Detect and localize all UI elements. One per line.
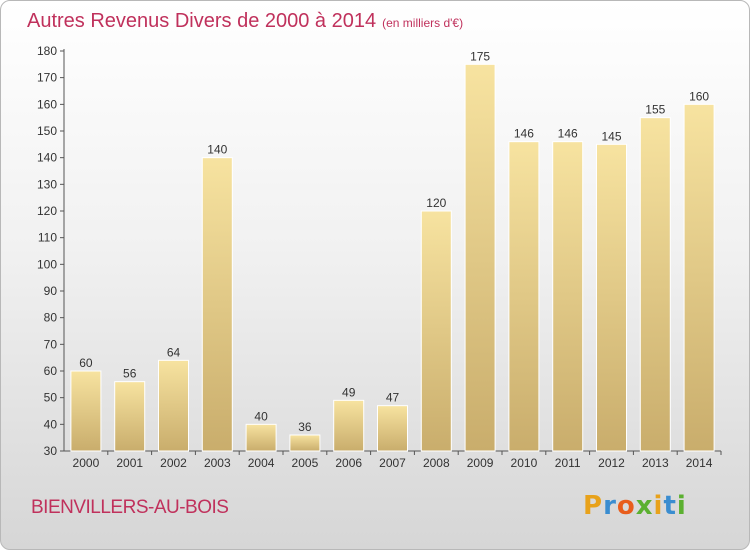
bar <box>201 157 233 452</box>
bar <box>552 141 584 452</box>
chart-title: Autres Revenus Divers de 2000 à 2014 (en … <box>27 10 463 33</box>
chart-bars <box>70 63 715 452</box>
chart-title-text: Autres Revenus Divers de 2000 à 2014 <box>27 10 377 32</box>
bar-value-label: 155 <box>645 103 665 117</box>
chart-data-labels: 60 56 64 140 40 36 49 47 120 175 146 146 145 155 160 <box>79 49 709 434</box>
bar <box>114 381 146 452</box>
x-tick-label: 2005 <box>292 456 319 470</box>
bar-value-label: 146 <box>558 127 578 141</box>
y-tick-label: 70 <box>44 337 58 351</box>
bar-value-label: 47 <box>386 391 400 405</box>
chart-title-unit: (en milliers d'€) <box>382 16 464 30</box>
commune-name: BIENVILLERS-AU-BOIS <box>31 497 229 518</box>
bar-value-label: 40 <box>254 409 268 423</box>
y-tick-label: 40 <box>44 417 58 431</box>
x-tick-label: 2010 <box>511 456 538 470</box>
bar-value-label: 56 <box>123 367 137 381</box>
proxiti-logo: Proxiti <box>583 491 687 521</box>
y-tick-label: 110 <box>38 231 57 245</box>
x-tick-label: 2004 <box>248 456 275 470</box>
bar-value-label: 140 <box>207 143 227 157</box>
y-tick-label: 170 <box>37 71 57 85</box>
bar <box>683 103 715 452</box>
bar-value-label: 120 <box>426 196 446 210</box>
bar <box>464 63 496 452</box>
x-tick-label: 2009 <box>467 456 494 470</box>
y-tick-label: 80 <box>44 311 58 325</box>
bar <box>596 143 627 452</box>
x-tick-label: 2013 <box>642 456 669 470</box>
logo-letter: P <box>583 491 604 521</box>
bar-value-label: 60 <box>79 356 93 370</box>
y-tick-label: 120 <box>37 204 57 218</box>
bar-value-label: 49 <box>342 385 356 399</box>
y-tick-label: 50 <box>44 391 58 405</box>
logo-letter: r <box>603 491 617 521</box>
y-tick-label: 160 <box>37 97 57 111</box>
y-tick-label: 90 <box>44 284 58 298</box>
x-tick-label: 2007 <box>379 456 406 470</box>
x-tick-label: 2002 <box>160 456 187 470</box>
bar <box>245 423 277 452</box>
bar-value-label: 64 <box>167 345 181 359</box>
bar <box>289 434 321 452</box>
bar <box>158 359 189 452</box>
x-tick-label: 2008 <box>423 456 450 470</box>
y-tick-label: 30 <box>44 444 58 458</box>
bar-value-label: 36 <box>298 420 312 434</box>
y-tick-label: 150 <box>37 124 57 138</box>
bar-value-label: 175 <box>470 49 490 63</box>
bar-value-label: 160 <box>689 89 709 103</box>
y-tick-label: 60 <box>44 364 58 378</box>
y-tick-label: 100 <box>37 257 57 271</box>
bar <box>70 370 102 452</box>
x-tick-label: 2001 <box>116 456 143 470</box>
x-tick-label: 2011 <box>555 456 581 470</box>
logo-letter: t <box>663 491 677 521</box>
logo-letter: i <box>676 491 687 521</box>
x-tick-label: 2014 <box>686 456 713 470</box>
x-tick-label: 2000 <box>73 456 100 470</box>
logo-letter: x <box>635 491 654 521</box>
logo-letter: i <box>653 491 664 521</box>
x-tick-label: 2003 <box>204 456 231 470</box>
x-tick-label: 2006 <box>335 456 362 470</box>
y-tick-label: 130 <box>37 177 57 191</box>
x-tick-label: 2012 <box>598 456 625 470</box>
bar <box>639 117 671 452</box>
logo-letter: o <box>616 491 636 521</box>
bar <box>377 405 408 452</box>
bar <box>420 210 452 452</box>
bar <box>508 141 540 452</box>
y-tick-label: 180 <box>37 44 57 58</box>
bar-value-label: 145 <box>601 129 621 143</box>
y-tick-label: 140 <box>37 151 57 165</box>
bar-value-label: 146 <box>514 127 534 141</box>
bar <box>333 399 365 452</box>
